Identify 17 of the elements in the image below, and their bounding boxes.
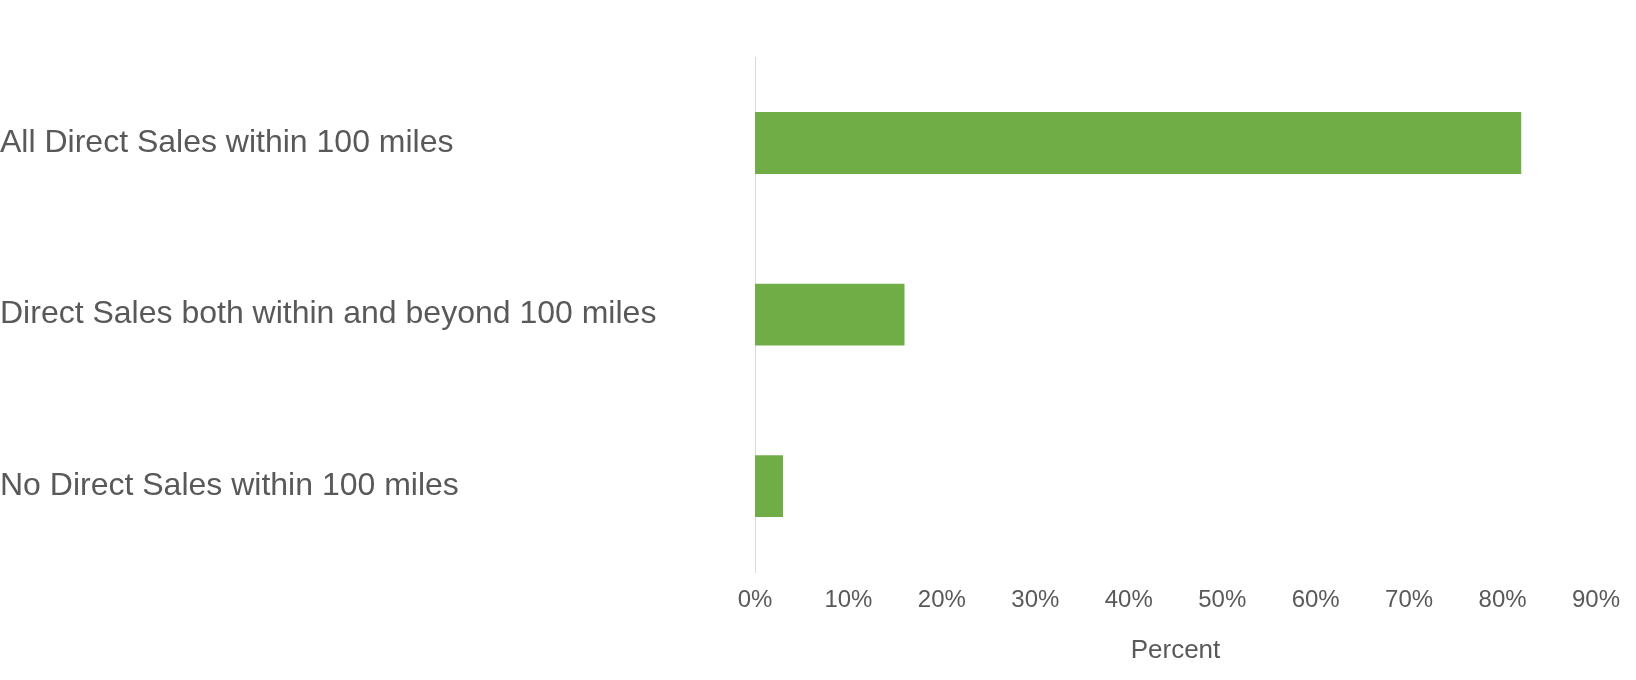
x-tick-label: 60% [1291,585,1340,613]
y-tick-label: No Direct Sales within 100 miles [0,466,459,503]
bar [755,283,905,346]
x-tick-label: 80% [1478,585,1527,613]
y-tick-label: All Direct Sales within 100 miles [0,122,454,159]
x-tick-label: 70% [1385,585,1434,613]
x-tick-label: 10% [824,585,873,613]
x-tick-label: 20% [917,585,966,613]
x-tick-label: 50% [1198,585,1247,613]
x-tick-label: 90% [1571,585,1621,613]
y-tick-label: Direct Sales both within and beyond 100 miles [0,294,657,331]
x-tick-label: 0% [737,585,773,613]
x-tick-label: 40% [1104,585,1153,613]
bar [755,455,784,518]
bar [755,112,1522,174]
x-tick-label: 30% [1011,585,1060,613]
x-axis-title: Percent [1130,633,1222,664]
